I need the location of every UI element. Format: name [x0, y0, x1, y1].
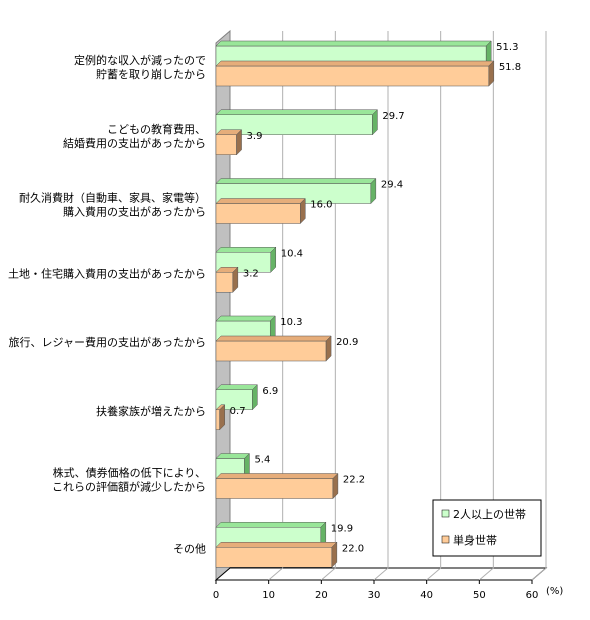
x-axis-unit: (%) [546, 586, 563, 597]
bar-side [331, 541, 338, 568]
value-label: 10.4 [281, 248, 303, 259]
value-label: 20.9 [336, 337, 358, 348]
bar-top [215, 60, 495, 67]
category-label: 土地・住宅購入費用の支出があったから [8, 266, 206, 280]
bar-side [219, 404, 225, 431]
bar [215, 478, 334, 499]
bar-side [325, 335, 332, 362]
category-label: 定例的な収入が減ったので [74, 53, 206, 67]
legend-swatch-2plus-household [441, 509, 450, 518]
bar-side [270, 246, 277, 273]
category-label: こどもの教育費用、 [107, 122, 206, 136]
bar-top [215, 109, 379, 115]
bar-side [232, 266, 239, 293]
x-tick-label: 10 [262, 590, 275, 601]
bars [215, 40, 495, 568]
category-label: これらの評価額が減少したから [52, 480, 206, 494]
bar-top [215, 198, 306, 204]
legend-label-2plus-household: 2人以上の世帯 [453, 508, 526, 521]
category-label: 結婚費用の支出があったから [63, 136, 206, 150]
bar [215, 272, 234, 293]
gridline-floor [321, 567, 336, 581]
x-tick-label: 60 [526, 590, 539, 601]
value-label: 0.7 [230, 406, 246, 417]
legend-label-single-household: 単身世帯 [453, 533, 497, 547]
x-axis-ticks: 0 10 20 30 40 50 60 [213, 580, 539, 601]
legend-box [432, 499, 542, 557]
gridline-floor [531, 567, 547, 581]
bar-top [215, 178, 377, 184]
category-label: 株式、債券価格の低下により、 [53, 466, 206, 480]
value-label: 22.0 [342, 543, 364, 554]
bar-side [252, 384, 258, 411]
category-labels: 定例的な収入が減ったので貯蓄を取り崩したからこどもの教育費用、結婚費用の支出があ… [8, 53, 206, 555]
bar-top [215, 473, 339, 479]
bar-top [215, 542, 338, 548]
x-tick-label: 50 [473, 590, 486, 601]
value-label: 3.9 [247, 131, 263, 142]
bar [215, 65, 490, 87]
value-label: 16.0 [310, 200, 332, 211]
x-tick-label: 30 [368, 590, 381, 601]
bar [215, 134, 237, 155]
bar-top [215, 40, 492, 47]
legend-swatch-single-household [441, 535, 450, 544]
x-tick-label: 20 [315, 590, 328, 601]
bar-side [372, 109, 378, 136]
bar [215, 409, 220, 430]
value-label: 5.4 [254, 455, 270, 466]
category-label: 購入費用の支出があったから [63, 205, 206, 219]
category-label: 耐久消費財（自動車、家具、家電等） [19, 191, 206, 205]
value-label: 29.4 [381, 180, 403, 191]
value-labels: 51.3 51.8 29.7 3.9 29.4 16.0 10.4 3.2 10.3 20.9 6.… [230, 42, 521, 554]
value-label: 22.2 [343, 475, 365, 486]
category-label: 貯蓄を取り崩したから [96, 67, 206, 81]
category-label: 扶養家族が増えたから [96, 404, 206, 418]
x-tick-label: 0 [213, 590, 219, 601]
bar-side [236, 129, 242, 156]
bar-side [370, 177, 377, 205]
bar-side [488, 60, 495, 87]
category-label: 旅行、レジャー費用の支出があったから [9, 335, 206, 349]
value-label: 51.8 [499, 62, 521, 73]
value-label: 29.7 [382, 111, 404, 122]
bar-top [215, 247, 277, 253]
gridline-floor [426, 567, 441, 581]
value-label: 19.9 [331, 523, 353, 534]
x-tick-label: 40 [420, 590, 433, 601]
gridline-floor [268, 567, 283, 581]
value-label: 51.3 [496, 42, 518, 53]
value-label: 10.3 [280, 317, 302, 328]
value-label: 6.9 [262, 386, 278, 397]
legend: 2人以上の世帯 単身世帯 [432, 499, 542, 557]
category-label: その他 [173, 542, 206, 555]
bar-top [215, 315, 276, 322]
bar [215, 340, 327, 362]
bar [215, 547, 333, 568]
bar-side [332, 472, 339, 500]
bar-side [300, 197, 306, 225]
gridline-floor [373, 567, 389, 581]
bar-top [215, 384, 258, 390]
bar-top [215, 453, 251, 459]
gridline-floor [479, 567, 494, 581]
value-label: 3.2 [243, 268, 259, 279]
bar [215, 203, 301, 224]
bar-top [215, 335, 332, 342]
bar-top [215, 522, 327, 528]
